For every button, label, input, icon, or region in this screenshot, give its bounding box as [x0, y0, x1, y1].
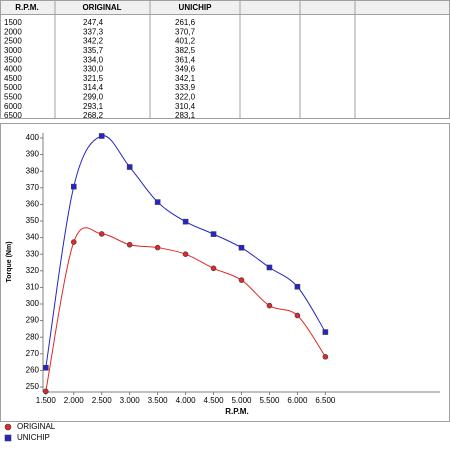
y-tick-label: 380 [26, 166, 40, 175]
y-tick-label: 270 [26, 349, 40, 358]
y-tick-label: 290 [26, 316, 40, 325]
point [322, 329, 329, 335]
point [294, 283, 301, 290]
legend-marker [4, 423, 12, 431]
table-cell: 299,0 [83, 93, 104, 102]
table-cell: 382,5 [175, 46, 196, 55]
table-cell: 3000 [4, 46, 22, 55]
y-tick-label: 320 [26, 266, 40, 275]
y-tick-label: 300 [26, 299, 40, 308]
legend-label: UNICHIP [17, 433, 50, 442]
point [266, 264, 273, 271]
table-cell: 268,2 [83, 111, 104, 120]
table-cell: 401,2 [175, 37, 196, 46]
point [98, 231, 105, 237]
table-cell: 4500 [4, 74, 22, 83]
point [154, 244, 161, 251]
x-tick-label: 5.500 [259, 396, 280, 405]
y-tick-label: 370 [26, 183, 40, 192]
point [210, 231, 217, 237]
y-tick-label: 360 [26, 200, 40, 209]
point [322, 354, 329, 360]
table-cell: 370,7 [175, 27, 196, 36]
table-cell: 314,4 [83, 83, 104, 92]
point [126, 164, 133, 170]
point [70, 239, 77, 245]
y-tick-label: 400 [26, 133, 40, 142]
table-cell: 330,0 [83, 65, 104, 74]
x-tick-label: 6.000 [287, 396, 308, 405]
table-header: R.P.M. [15, 3, 38, 12]
table-cell: 321,5 [83, 74, 104, 83]
y-tick-label: 250 [26, 382, 40, 391]
legend-marker [4, 434, 12, 442]
x-tick-label: 4.500 [204, 396, 225, 405]
table-cell: 349,6 [175, 65, 196, 74]
x-tick-label: 3.000 [120, 396, 141, 405]
table-cell: 4000 [4, 65, 22, 74]
table-cell: 3500 [4, 55, 22, 64]
table-cell: 335,7 [83, 46, 104, 55]
point [210, 265, 217, 272]
x-tick-label: 6.500 [315, 396, 336, 405]
table-cell: 361,4 [175, 55, 196, 64]
point [42, 364, 49, 371]
table-frame [0, 0, 450, 119]
table-header: UNICHIP [179, 3, 213, 12]
table-cell: 1500 [4, 18, 22, 27]
y-tick-label: 260 [26, 366, 40, 375]
table-cell: 337,3 [83, 27, 104, 36]
point [70, 183, 77, 190]
table-cell: 334,0 [83, 55, 104, 64]
x-tick-label: 1.500 [36, 396, 57, 405]
table-cell: 2000 [4, 27, 22, 36]
table-header-bg [0, 0, 450, 15]
table-cell: 342,1 [175, 74, 196, 83]
x-tick-label: 2.000 [64, 396, 85, 405]
y-tick-label: 340 [26, 233, 40, 242]
y-tick-label: 280 [26, 332, 40, 341]
y-tick-label: 310 [26, 283, 40, 292]
table-cell: 322,0 [175, 93, 196, 102]
y-tick-label: 390 [26, 150, 40, 159]
table-columns [54, 0, 356, 118]
x-axis-label: R.P.M. [225, 407, 248, 416]
point [98, 133, 105, 139]
point [182, 251, 189, 257]
x-tick-label: 3.500 [148, 396, 169, 405]
point [42, 388, 49, 395]
table-cell: 261,6 [175, 18, 196, 27]
table-cell: 2500 [4, 37, 22, 46]
point [126, 241, 133, 248]
point [266, 302, 273, 309]
table-cell: 5500 [4, 93, 22, 102]
point [238, 277, 245, 283]
table-cell: 342,2 [83, 37, 104, 46]
point [294, 312, 301, 319]
table-cell: 283,1 [175, 111, 196, 120]
y-axis-label: Torque (Nm) [6, 241, 13, 282]
point [154, 199, 161, 205]
table-cell: 6000 [4, 102, 22, 111]
table-cell: 333,9 [175, 83, 196, 92]
point [182, 218, 189, 225]
y-tick-label: 350 [26, 216, 40, 225]
table-cell: 6500 [4, 111, 22, 120]
y-tick-label: 330 [26, 249, 40, 258]
table-cell: 310,4 [175, 102, 196, 111]
x-tick-label: 4.000 [176, 396, 197, 405]
table-cell: 5000 [4, 83, 22, 92]
series-line [45, 135, 326, 368]
x-tick-label: 5.000 [231, 396, 252, 405]
point [238, 244, 245, 251]
x-tick-label: 2.500 [92, 396, 113, 405]
table-cell: 293,1 [83, 102, 104, 111]
table-header: ORIGINAL [82, 3, 121, 12]
legend-label: ORIGINAL [17, 422, 56, 431]
series-line [45, 227, 326, 392]
table-cell: 247,4 [83, 18, 104, 27]
